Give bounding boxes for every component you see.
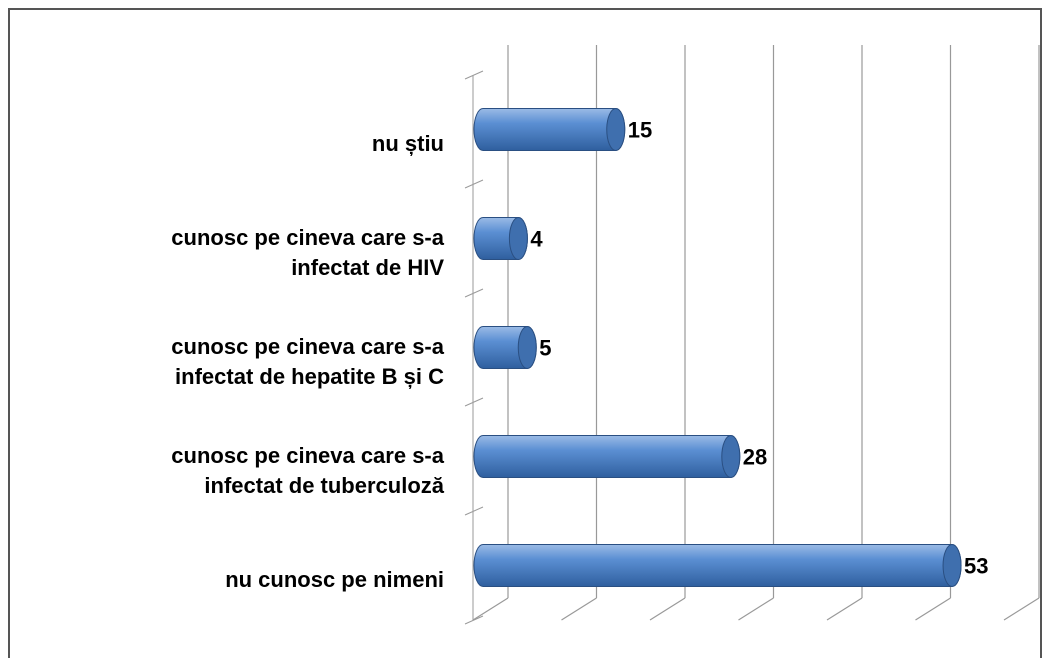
- grid-floor: [472, 597, 509, 621]
- bar: [473, 108, 626, 151]
- value-label: 15: [628, 117, 652, 142]
- axis-tick: [464, 397, 484, 407]
- value-label: 28: [743, 444, 767, 469]
- axis-tick: [464, 288, 484, 298]
- bar-cap: [517, 326, 537, 369]
- axis-tick: [464, 506, 484, 516]
- bar: [473, 435, 741, 478]
- bar-cap: [721, 435, 741, 478]
- grid-floor: [649, 597, 686, 621]
- value-label: 4: [530, 226, 543, 251]
- bar-body: [473, 544, 962, 587]
- grid-floor: [826, 597, 863, 621]
- bar: [473, 544, 962, 587]
- category-label: nu știu: [371, 130, 444, 156]
- grid-floor: [915, 597, 951, 621]
- axis-tick: [464, 179, 484, 189]
- bar-body: [473, 435, 741, 478]
- grid-floor: [738, 597, 774, 621]
- value-label: 53: [964, 553, 988, 578]
- category-label: cunosc pe cineva care s-a infectat de HI…: [171, 224, 444, 280]
- category-label: cunosc pe cineva care s-a infectat de tu…: [171, 442, 444, 498]
- axis-tick: [464, 70, 484, 80]
- grid-floor: [561, 597, 597, 621]
- grid-floor: [1003, 597, 1040, 621]
- chart-frame: [8, 8, 1042, 658]
- value-label: 5: [539, 335, 551, 360]
- category-label: cunosc pe cineva care s-a infectat de he…: [171, 333, 444, 389]
- bar-cap: [942, 544, 962, 587]
- bar: [473, 326, 537, 369]
- bar: [473, 217, 528, 260]
- bar-cap: [606, 108, 626, 151]
- category-label: nu cunosc pe nimeni: [225, 566, 444, 592]
- bar-cap: [508, 217, 528, 260]
- bar-body: [473, 108, 626, 151]
